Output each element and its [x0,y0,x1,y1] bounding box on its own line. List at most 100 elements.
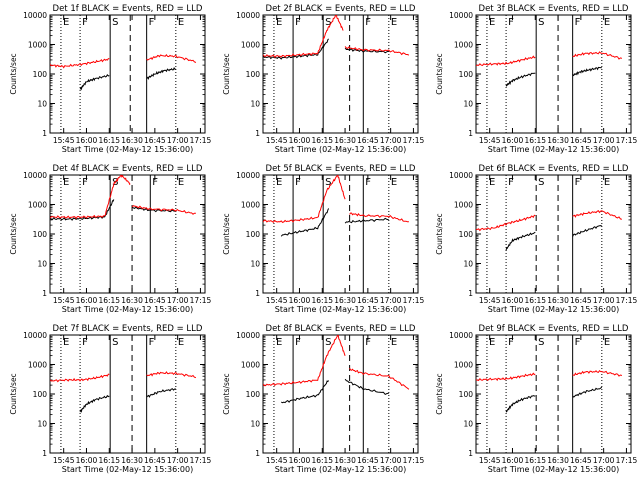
x-tick-label: 17:00 [593,296,615,305]
event-marker-label: F [365,337,371,348]
y-tick-label: 1 [255,289,260,298]
event-marker-label: E [604,177,610,188]
events-series-line [344,378,389,396]
x-axis-label: Start Time (02-May-12 15:36:00) [62,145,193,154]
x-tick-label: 16:00 [76,296,98,305]
event-marker-label: E [178,17,184,28]
x-tick-label: 17:15 [403,296,425,305]
chart-title: Det 7f BLACK = Events, RED = LLD [53,324,203,334]
x-tick-label: 17:00 [167,456,189,465]
plot-frame [475,174,632,294]
event-marker-label: E [391,17,397,28]
chart-title: Det 8f BLACK = Events, RED = LLD [266,324,416,334]
event-marker-label: E [178,337,184,348]
y-axis-label: Counts/sec [9,53,18,94]
x-tick-label: 16:00 [289,296,311,305]
lld-series-line [476,214,536,232]
chart-title: Det 1f BLACK = Events, RED = LLD [53,4,203,14]
x-tick-label: 15:45 [479,296,501,305]
plot-frame [262,334,419,454]
chart-panel-4: Det 4f BLACK = Events, RED = LLD 1 10 100 10… [9,164,211,314]
lld-series-line [146,371,197,379]
event-marker-label: S [325,177,331,188]
plot-frame [49,334,206,454]
events-series-line [146,388,176,398]
x-tick-label: 17:00 [380,456,402,465]
x-tick-label: 17:00 [380,296,402,305]
y-tick-label: 10000 [449,331,473,340]
y-tick-label: 1000 [28,41,47,50]
y-tick-label: 1 [468,129,473,138]
chart-title: Det 5f BLACK = Events, RED = LLD [266,164,416,174]
x-axis-label: Start Time (02-May-12 15:36:00) [62,305,193,314]
x-tick-label: 17:00 [167,296,189,305]
y-tick-label: 1 [255,449,260,458]
x-tick-label: 16:15 [98,296,120,305]
lld-series-line [572,51,623,60]
y-tick-label: 1000 [28,361,47,370]
chart-title: Det 3f BLACK = Events, RED = LLD [479,4,629,14]
y-tick-label: 10000 [23,331,47,340]
lld-series-line [50,373,110,383]
events-series-line [572,225,602,237]
x-tick-label: 15:45 [53,296,75,305]
x-tick-label: 16:45 [357,456,379,465]
event-marker-label: E [391,177,397,188]
event-marker-label: F [575,17,581,28]
x-tick-label: 16:00 [502,456,524,465]
x-tick-label: 15:45 [266,136,288,145]
event-marker-label: F [575,177,581,188]
events-series-line [280,380,330,404]
chart-panel-7: Det 7f BLACK = Events, RED = LLD 1 10 100 10… [9,324,211,474]
x-tick-label: 16:45 [570,296,592,305]
x-tick-label: 15:45 [479,136,501,145]
x-tick-label: 16:30 [334,456,356,465]
x-tick-label: 17:00 [593,456,615,465]
chart-title: Det 6f BLACK = Events, RED = LLD [479,164,629,174]
event-marker-label: E [178,177,184,188]
lld-series-line [572,369,623,377]
events-series-line [344,47,389,54]
y-tick-label: 10000 [449,171,473,180]
lld-series-line [131,205,196,215]
y-tick-label: 100 [246,390,261,399]
y-tick-label: 1000 [241,41,260,50]
lld-series-line [50,58,110,69]
x-tick-label: 16:45 [570,136,592,145]
y-tick-label: 1000 [241,361,260,370]
x-tick-label: 16:30 [121,296,143,305]
y-axis-label: Counts/sec [222,213,231,254]
y-tick-label: 10 [37,260,47,269]
x-tick-label: 16:45 [144,296,166,305]
event-marker-label: E [391,337,397,348]
x-tick-label: 17:15 [616,456,638,465]
x-tick-label: 17:15 [190,456,212,465]
x-tick-label: 15:45 [266,456,288,465]
lld-series-line [476,372,536,382]
event-marker-label: F [82,177,88,188]
y-tick-label: 100 [459,390,474,399]
x-axis-label: Start Time (02-May-12 15:36:00) [488,145,619,154]
lld-series-line [349,367,410,390]
y-tick-label: 10 [463,260,473,269]
event-marker-label: E [489,177,495,188]
x-tick-label: 16:30 [121,136,143,145]
x-tick-label: 16:00 [289,456,311,465]
y-axis-label: Counts/sec [222,373,231,414]
x-tick-label: 17:15 [616,136,638,145]
events-series-line [79,73,110,91]
x-tick-label: 16:15 [311,296,333,305]
event-marker-label: F [295,17,301,28]
x-tick-label: 17:15 [190,296,212,305]
events-series-line [280,208,330,237]
y-tick-label: 10000 [449,11,473,20]
chart-panel-3: Det 3f BLACK = Events, RED = LLD 1 10 100 10… [435,4,637,154]
events-series-line [505,231,536,251]
plot-frame [49,174,206,294]
event-marker-label: F [149,337,155,348]
x-tick-label: 16:00 [289,136,311,145]
event-marker-label: F [152,177,158,188]
chart-panel-5: Det 5f BLACK = Events, RED = LLD 1 10 100 10… [222,164,424,314]
lld-series-line [50,175,131,220]
